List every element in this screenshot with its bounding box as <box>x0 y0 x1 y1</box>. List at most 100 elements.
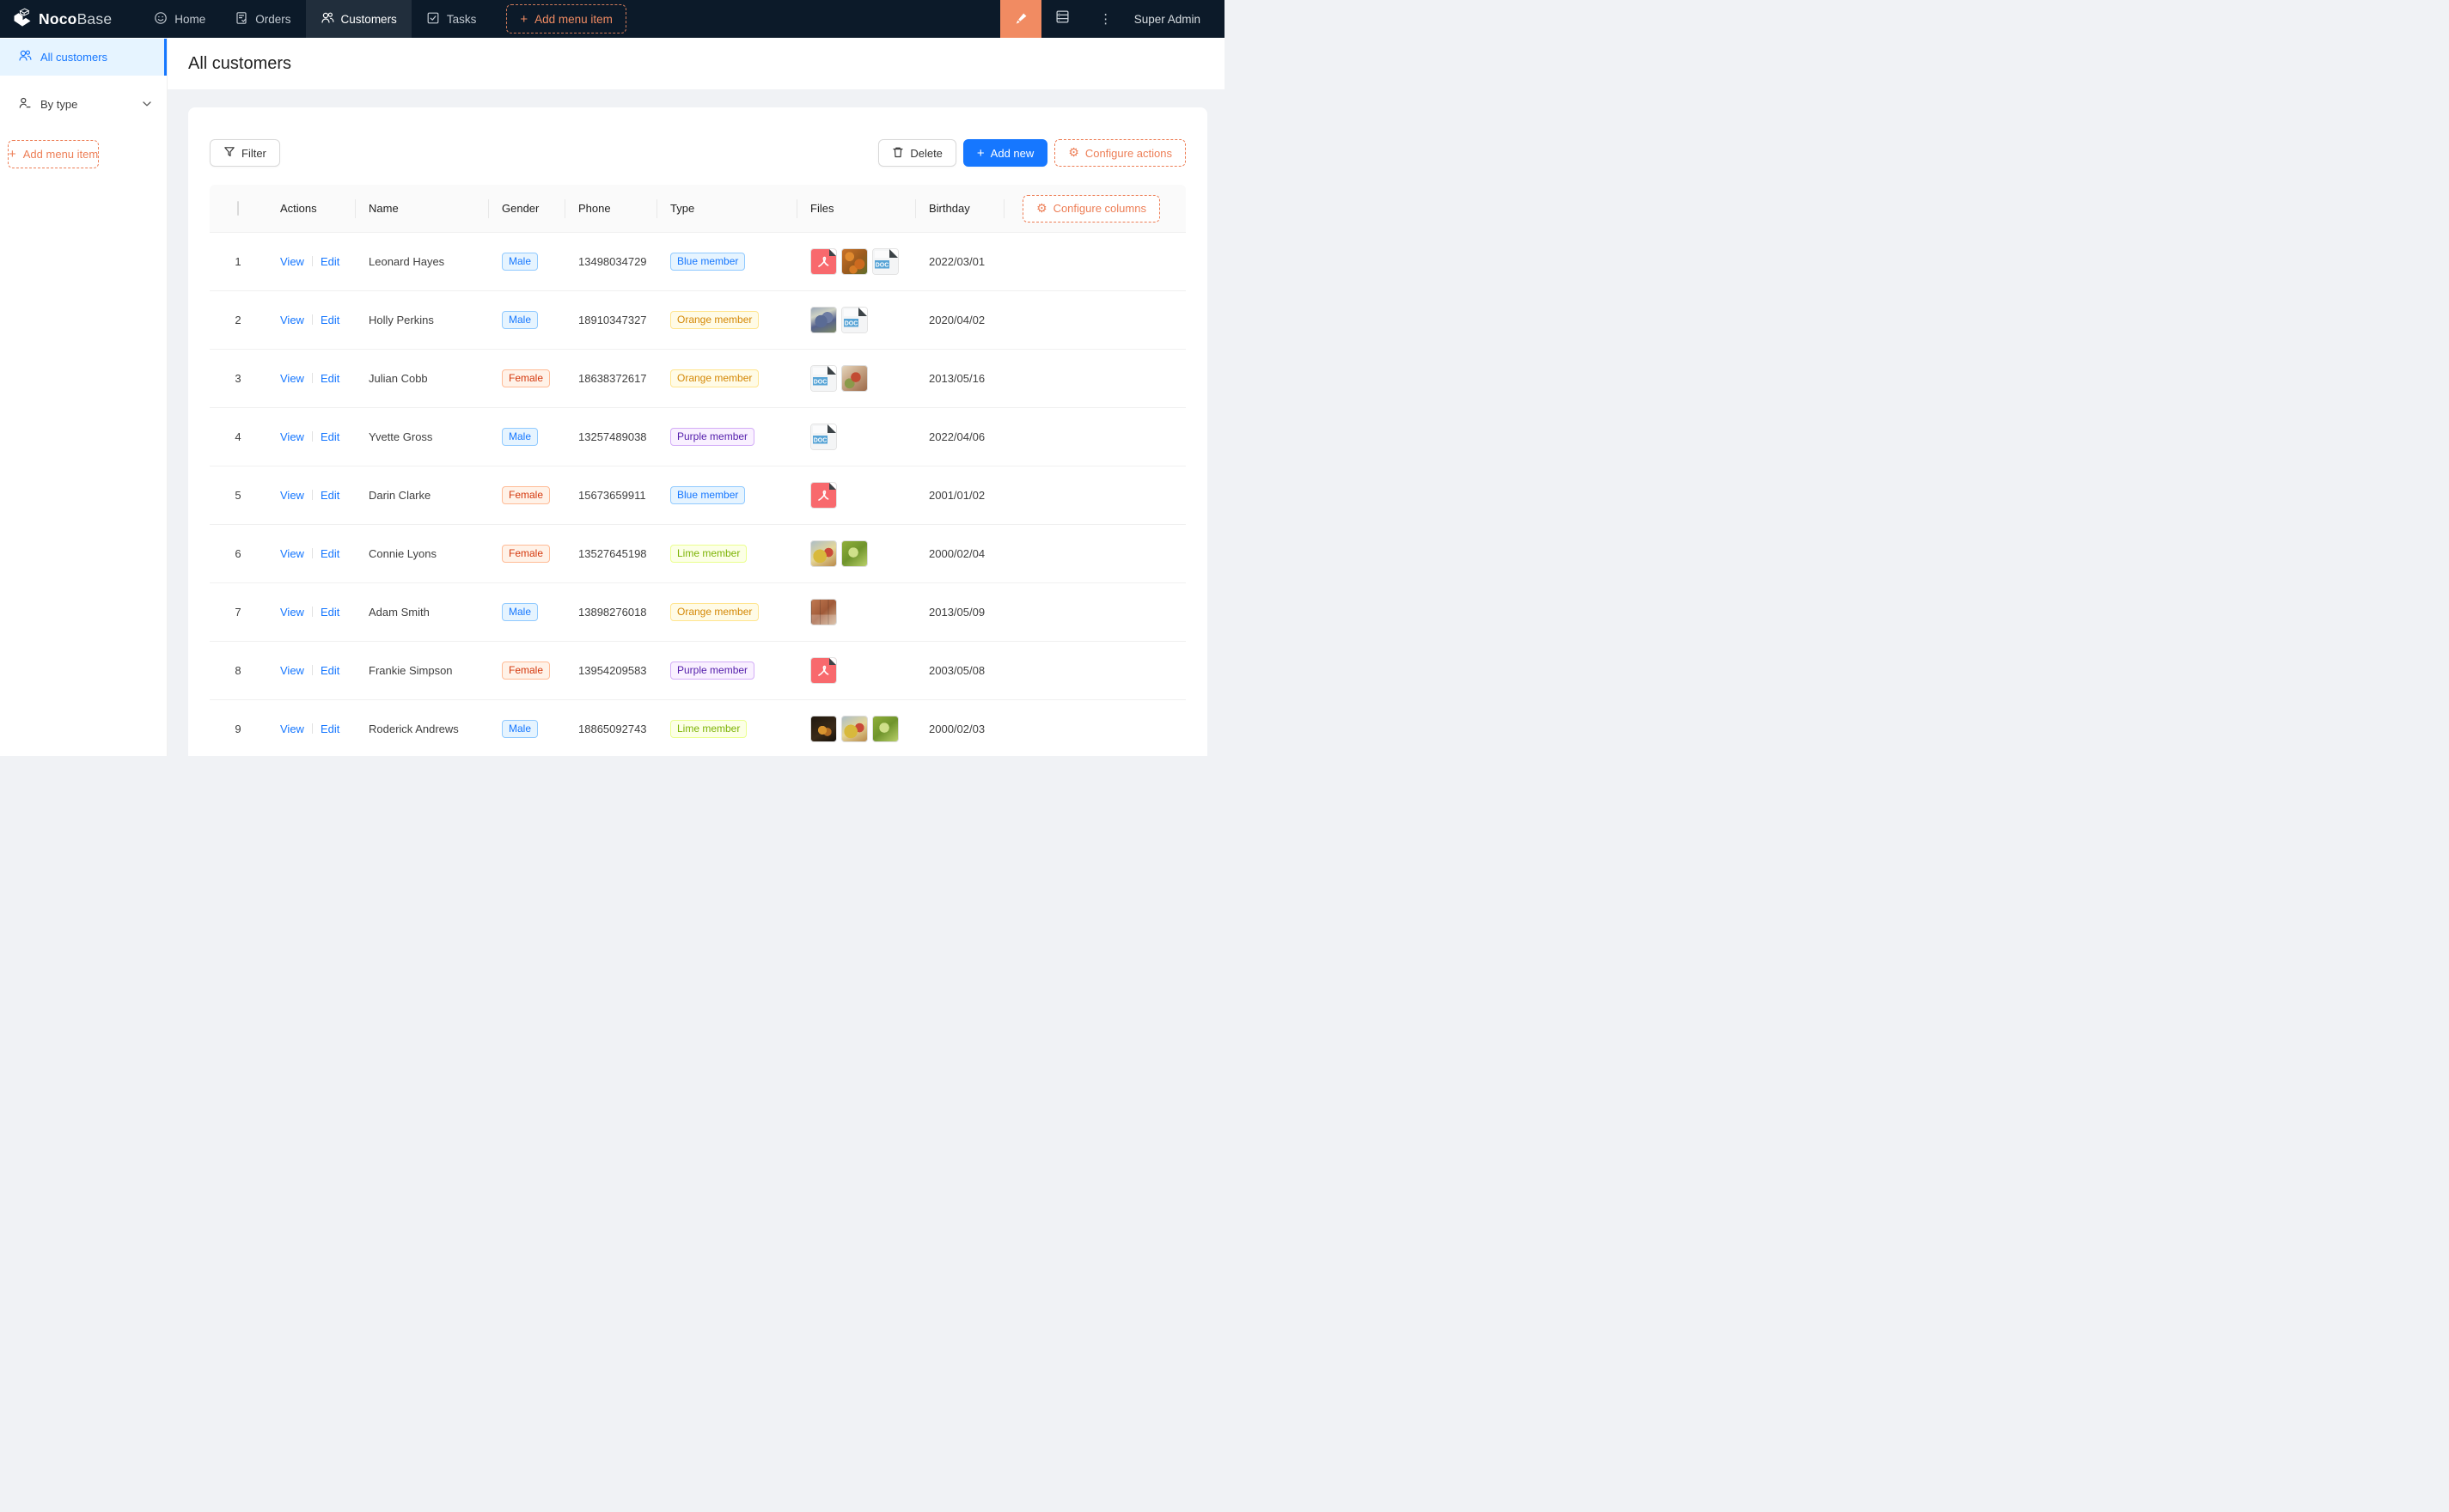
add-new-button[interactable]: + Add new <box>962 139 1048 167</box>
gender-tag: Male <box>502 720 539 738</box>
filter-label: Filter <box>241 146 266 160</box>
table-row: 3 View Edit Julian Cobb Female 1863837261… <box>210 350 1186 408</box>
view-link[interactable]: View <box>280 489 304 502</box>
sidebar-item-by-type[interactable]: By type <box>0 86 167 123</box>
plus-icon: + <box>520 11 528 27</box>
name-cell: Connie Lyons <box>355 547 488 560</box>
nav-item-home[interactable]: Home <box>139 0 220 38</box>
doc-label: DOC <box>845 320 858 326</box>
nav-item-orders[interactable]: Orders <box>220 0 305 38</box>
navbar-add-menu-item-button[interactable]: + Add menu item <box>506 4 626 34</box>
customers-people-icon <box>321 11 334 27</box>
row-index: 5 <box>235 489 241 502</box>
row-index: 4 <box>235 430 241 443</box>
sidebar-item-all-customers[interactable]: All customers <box>0 39 167 76</box>
phone-cell: 15673659911 <box>565 489 657 502</box>
phone-number: 13954209583 <box>578 664 647 677</box>
photo-thumbnail[interactable] <box>841 365 868 392</box>
phone-number: 18910347327 <box>578 314 647 326</box>
photo-thumbnail[interactable] <box>810 307 837 333</box>
gender-tag: Male <box>502 311 539 329</box>
doc-file-thumbnail[interactable]: DOC <box>872 248 899 275</box>
phone-number: 13498034729 <box>578 255 647 268</box>
photo-thumbnail[interactable] <box>810 716 837 742</box>
photo-thumbnail[interactable] <box>841 248 868 275</box>
phone-cell: 13954209583 <box>565 664 657 677</box>
view-link[interactable]: View <box>280 606 304 619</box>
photo-thumbnail[interactable] <box>841 716 868 742</box>
chevron-down-icon <box>143 101 151 107</box>
type-tag: Purple member <box>670 662 755 680</box>
edit-link[interactable]: Edit <box>320 314 340 326</box>
doc-file-thumbnail[interactable]: DOC <box>841 307 868 333</box>
edit-link[interactable]: Edit <box>320 547 340 560</box>
gear-icon: ⚙ <box>1068 146 1079 160</box>
api-doc-button[interactable] <box>1041 0 1084 38</box>
gender-tag: Male <box>502 428 539 446</box>
photo-thumbnail[interactable] <box>841 540 868 567</box>
ui-editor-button[interactable] <box>999 0 1041 38</box>
divider <box>311 256 313 266</box>
view-link[interactable]: View <box>280 664 304 677</box>
pdf-file-thumbnail[interactable] <box>810 248 837 275</box>
view-link[interactable]: View <box>280 722 304 735</box>
photo-thumbnail[interactable] <box>872 716 899 742</box>
view-link[interactable]: View <box>280 547 304 560</box>
birthday-value: 2001/01/02 <box>929 489 986 502</box>
type-tag: Blue member <box>670 253 746 271</box>
view-link[interactable]: View <box>280 430 304 443</box>
table-row: 9 View Edit Roderick Andrews Male 1886509… <box>210 700 1186 756</box>
logo-text-secondary: Base <box>76 9 113 27</box>
customer-name: Roderick Andrews <box>369 722 459 735</box>
nav-item-customers[interactable]: Customers <box>305 0 412 38</box>
doc-file-thumbnail[interactable]: DOC <box>810 365 837 392</box>
birthday-cell: 2020/04/02 <box>915 314 1004 326</box>
edit-link[interactable]: Edit <box>320 664 340 677</box>
edit-link[interactable]: Edit <box>320 255 340 268</box>
photo-thumbnail[interactable] <box>810 599 837 625</box>
view-link[interactable]: View <box>280 372 304 385</box>
more-options-button[interactable]: ⋮ <box>1084 0 1127 38</box>
birthday-cell: 2013/05/09 <box>915 606 1004 619</box>
content-area: Filter Delete + Add new <box>168 89 1224 756</box>
table-card: Filter Delete + Add new <box>188 107 1207 756</box>
edit-link[interactable]: Edit <box>320 606 340 619</box>
phone-cell: 13527645198 <box>565 547 657 560</box>
edit-link[interactable]: Edit <box>320 489 340 502</box>
doc-file-thumbnail[interactable]: DOC <box>810 424 837 450</box>
table-row: 7 View Edit Adam Smith Male 13898276018 O… <box>210 583 1186 642</box>
order-file-icon <box>235 11 248 27</box>
files-cell <box>797 716 915 742</box>
files-cell <box>797 482 915 509</box>
sidebar-add-menu-item-button[interactable]: + Add menu item <box>8 140 100 168</box>
birthday-value: 2020/04/02 <box>929 314 986 326</box>
logo[interactable]: NocoBase <box>0 7 120 32</box>
gender-tag: Female <box>502 369 551 387</box>
view-link[interactable]: View <box>280 255 304 268</box>
nav-item-tasks[interactable]: Tasks <box>412 0 492 38</box>
phone-number: 13898276018 <box>578 606 647 619</box>
type-tag: Orange member <box>670 311 760 329</box>
select-all-checkbox[interactable] <box>237 201 239 216</box>
configure-actions-button[interactable]: ⚙ Configure actions <box>1054 139 1186 167</box>
edit-link[interactable]: Edit <box>320 372 340 385</box>
user-menu[interactable]: Super Admin <box>1133 12 1200 26</box>
photo-thumbnail[interactable] <box>810 540 837 567</box>
birthday-cell: 2013/05/16 <box>915 372 1004 385</box>
customer-name: Julian Cobb <box>369 372 428 385</box>
configure-columns-button[interactable]: ⚙ Configure columns <box>1023 194 1160 223</box>
filter-button[interactable]: Filter <box>210 139 280 167</box>
edit-link[interactable]: Edit <box>320 430 340 443</box>
view-link[interactable]: View <box>280 314 304 326</box>
birthday-cell: 2000/02/03 <box>915 722 1004 735</box>
birthday-cell: 2022/04/06 <box>915 430 1004 443</box>
files-cell <box>797 599 915 625</box>
edit-link[interactable]: Edit <box>320 722 340 735</box>
files-cell <box>797 657 915 684</box>
row-index: 2 <box>235 314 241 326</box>
gear-icon: ⚙ <box>1036 201 1047 216</box>
pdf-file-thumbnail[interactable] <box>810 657 837 684</box>
customers-table: Actions Name Gender Phone Type Files Bir… <box>210 185 1186 756</box>
delete-button[interactable]: Delete <box>878 139 956 167</box>
pdf-file-thumbnail[interactable] <box>810 482 837 509</box>
